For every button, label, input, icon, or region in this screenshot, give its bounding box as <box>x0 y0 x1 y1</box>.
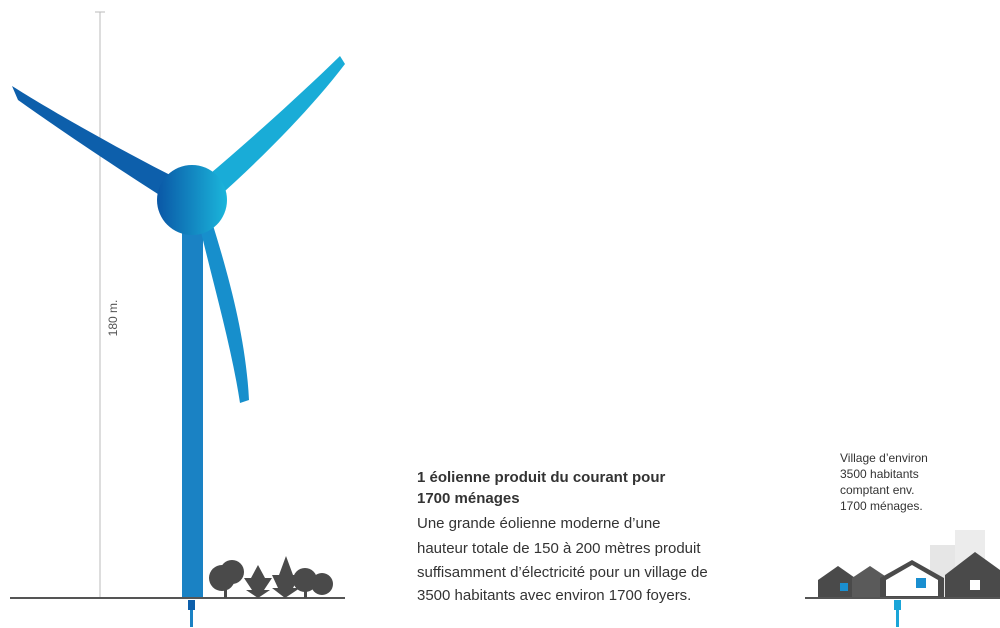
body-line: Une grande éolienne moderne d’une <box>417 515 661 532</box>
height-label: 180 m. <box>106 300 120 337</box>
heading: 1700 ménages <box>417 490 520 507</box>
village-line: 1700 ménages. <box>840 499 923 513</box>
description: 1 éolienne produit du courant pour 1700 … <box>417 469 708 604</box>
trees <box>209 556 333 598</box>
plug-icon <box>894 600 901 627</box>
wind-turbine <box>12 56 345 598</box>
village <box>818 530 1000 598</box>
village-line: 3500 habitants <box>840 467 919 481</box>
infographic: 180 m. 1 éolienne produit du courant pou… <box>0 0 1000 628</box>
height-marker: 180 m. <box>95 12 120 598</box>
heading: 1 éolienne produit du courant pour <box>417 469 665 486</box>
plug-icon <box>188 600 195 627</box>
body-line: 3500 habitants avec environ 1700 foyers. <box>417 587 691 604</box>
body-line: hauteur totale de 150 à 200 mètres produ… <box>417 540 701 557</box>
body-line: suffisamment d’électricité pour un villa… <box>417 564 708 581</box>
village-line: comptant env. <box>840 483 914 497</box>
village-line: Village d’environ <box>840 451 928 465</box>
village-label: Village d’environ 3500 habitants comptan… <box>840 451 928 513</box>
